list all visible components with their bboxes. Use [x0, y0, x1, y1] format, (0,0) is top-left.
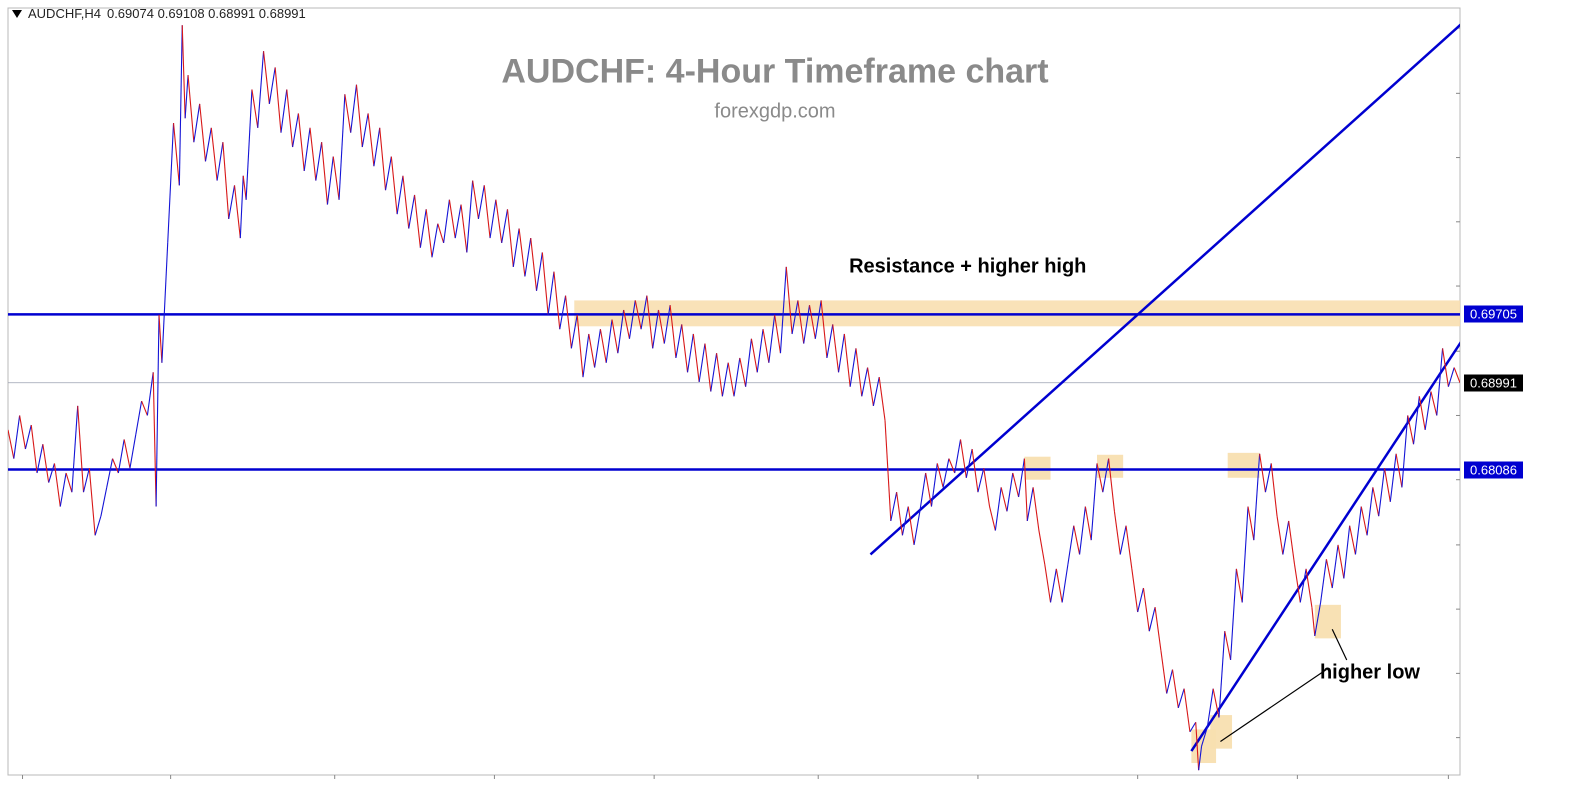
price-tag: 0.68991	[1464, 374, 1523, 391]
price-tag: 0.68086	[1464, 461, 1523, 478]
annotation-label: Resistance + higher high	[849, 255, 1086, 278]
chart-title: AUDCHF: 4-Hour Timeframe chart	[501, 53, 1048, 92]
price-tag: 0.69705	[1464, 306, 1523, 323]
annotation-label: higher low	[1320, 662, 1420, 685]
chart-subtitle: forexgdp.com	[714, 101, 835, 124]
chart-container: AUDCHF,H4 0.69074 0.69108 0.68991 0.6899…	[0, 0, 1579, 807]
